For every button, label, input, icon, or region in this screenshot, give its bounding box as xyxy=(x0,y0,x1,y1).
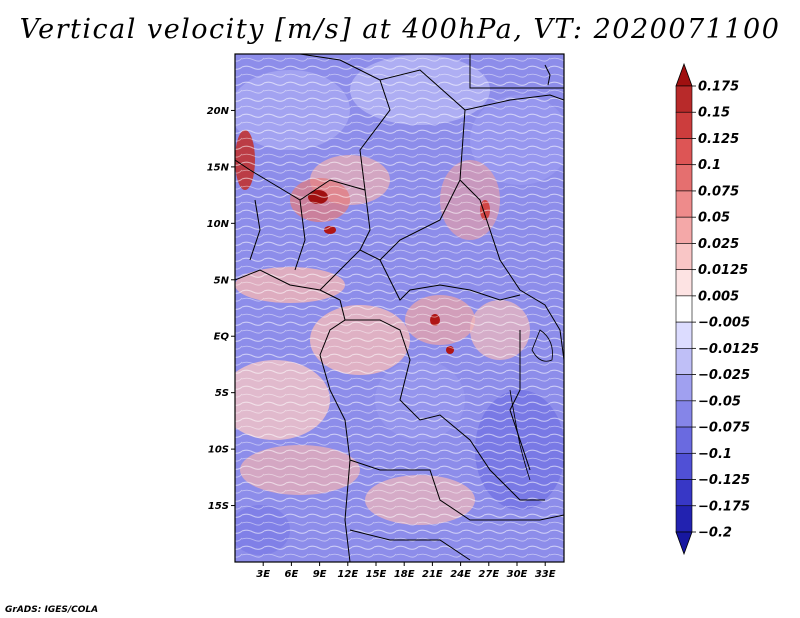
colorbar-label: −0.1 xyxy=(698,447,732,462)
colorbar-swatch xyxy=(675,138,693,166)
colorbar-label: 0.025 xyxy=(698,237,739,252)
colorbar-label: −0.2 xyxy=(698,526,732,541)
colorbar-swatch xyxy=(675,452,693,480)
colorbar-label: −0.05 xyxy=(698,394,741,409)
lat-tick-label: 15S xyxy=(208,501,229,512)
lat-tick-label: EQ xyxy=(214,332,230,343)
colorbar-label: −0.005 xyxy=(698,316,750,331)
colorbar-swatch xyxy=(675,321,693,349)
longitude-axis: 3E 6E 9E 12E 15E 18E 21E 24E 27E 30E 33E xyxy=(256,562,556,580)
lon-tick-label: 9E xyxy=(313,569,327,580)
map-panel xyxy=(235,54,564,562)
colorbar-swatch xyxy=(675,505,693,533)
colorbar-label: 0.175 xyxy=(698,80,739,95)
colorbar-swatch xyxy=(675,348,693,375)
lon-tick-label: 33E xyxy=(535,569,556,580)
latitude-axis: 20N 15N 10N 5N EQ 5S 10S 15S xyxy=(207,106,235,512)
lon-tick-label: 18E xyxy=(394,569,415,580)
colorbar-swatch xyxy=(675,426,693,454)
lat-tick-label: 5N xyxy=(214,275,230,286)
lat-tick-label: 5S xyxy=(215,388,229,399)
colorbar-label: 0.075 xyxy=(698,184,739,199)
colorbar-label: −0.025 xyxy=(698,368,750,383)
colorbar-swatch xyxy=(675,295,693,323)
country-borders xyxy=(235,54,564,562)
lon-tick-label: 3E xyxy=(256,569,270,580)
colorbar-label: 0.1 xyxy=(698,158,721,173)
colorbar-label: −0.125 xyxy=(698,473,750,488)
lat-tick-label: 15N xyxy=(207,162,230,173)
colorbar-label: −0.175 xyxy=(698,499,750,514)
colorbar-swatch xyxy=(675,111,693,139)
colorbar-label: 0.005 xyxy=(698,289,739,304)
colorbar-swatch xyxy=(675,164,693,192)
velocity-noise-overlay xyxy=(235,54,564,562)
lon-tick-label: 6E xyxy=(285,569,299,580)
colorbar-swatch xyxy=(675,243,693,270)
lat-tick-label: 20N xyxy=(207,106,230,117)
colorbar-arrow-bottom xyxy=(675,531,693,556)
colorbar-swatch xyxy=(675,85,693,113)
colorbar-label: 0.0125 xyxy=(698,263,748,278)
colorbar-label: 0.125 xyxy=(698,132,739,147)
lat-tick-label: 10N xyxy=(207,219,230,230)
lat-tick-label: 10S xyxy=(208,445,229,456)
colorbar-swatch xyxy=(675,479,693,507)
lakes xyxy=(509,329,553,481)
colorbar: 0.175 0.15 0.125 0.1 0.075 0.05 0.025 0.0125 0.0… xyxy=(675,62,759,556)
lon-tick-label: 15E xyxy=(366,569,387,580)
colorbar-arrow-top xyxy=(675,62,693,87)
colorbar-label: 0.15 xyxy=(698,106,730,121)
grads-credit: GrADS: IGES/COLA xyxy=(5,605,99,615)
lon-tick-label: 24E xyxy=(450,569,471,580)
colorbar-swatch xyxy=(675,269,693,297)
lon-tick-label: 21E xyxy=(422,569,443,580)
lon-tick-label: 30E xyxy=(507,569,528,580)
colorbar-swatch xyxy=(675,374,693,402)
map-frame xyxy=(234,53,565,563)
colorbar-swatch xyxy=(675,190,693,218)
colorbar-swatch xyxy=(675,400,693,428)
chart-title: Vertical velocity [m/s] at 400hPa, VT: 2… xyxy=(19,14,781,45)
colorbar-label: 0.05 xyxy=(698,211,730,226)
colorbar-label: −0.0125 xyxy=(698,342,759,357)
lon-tick-label: 12E xyxy=(337,569,358,580)
colorbar-label: −0.075 xyxy=(698,421,750,436)
lon-tick-label: 27E xyxy=(478,569,499,580)
colorbar-swatch xyxy=(675,216,693,244)
